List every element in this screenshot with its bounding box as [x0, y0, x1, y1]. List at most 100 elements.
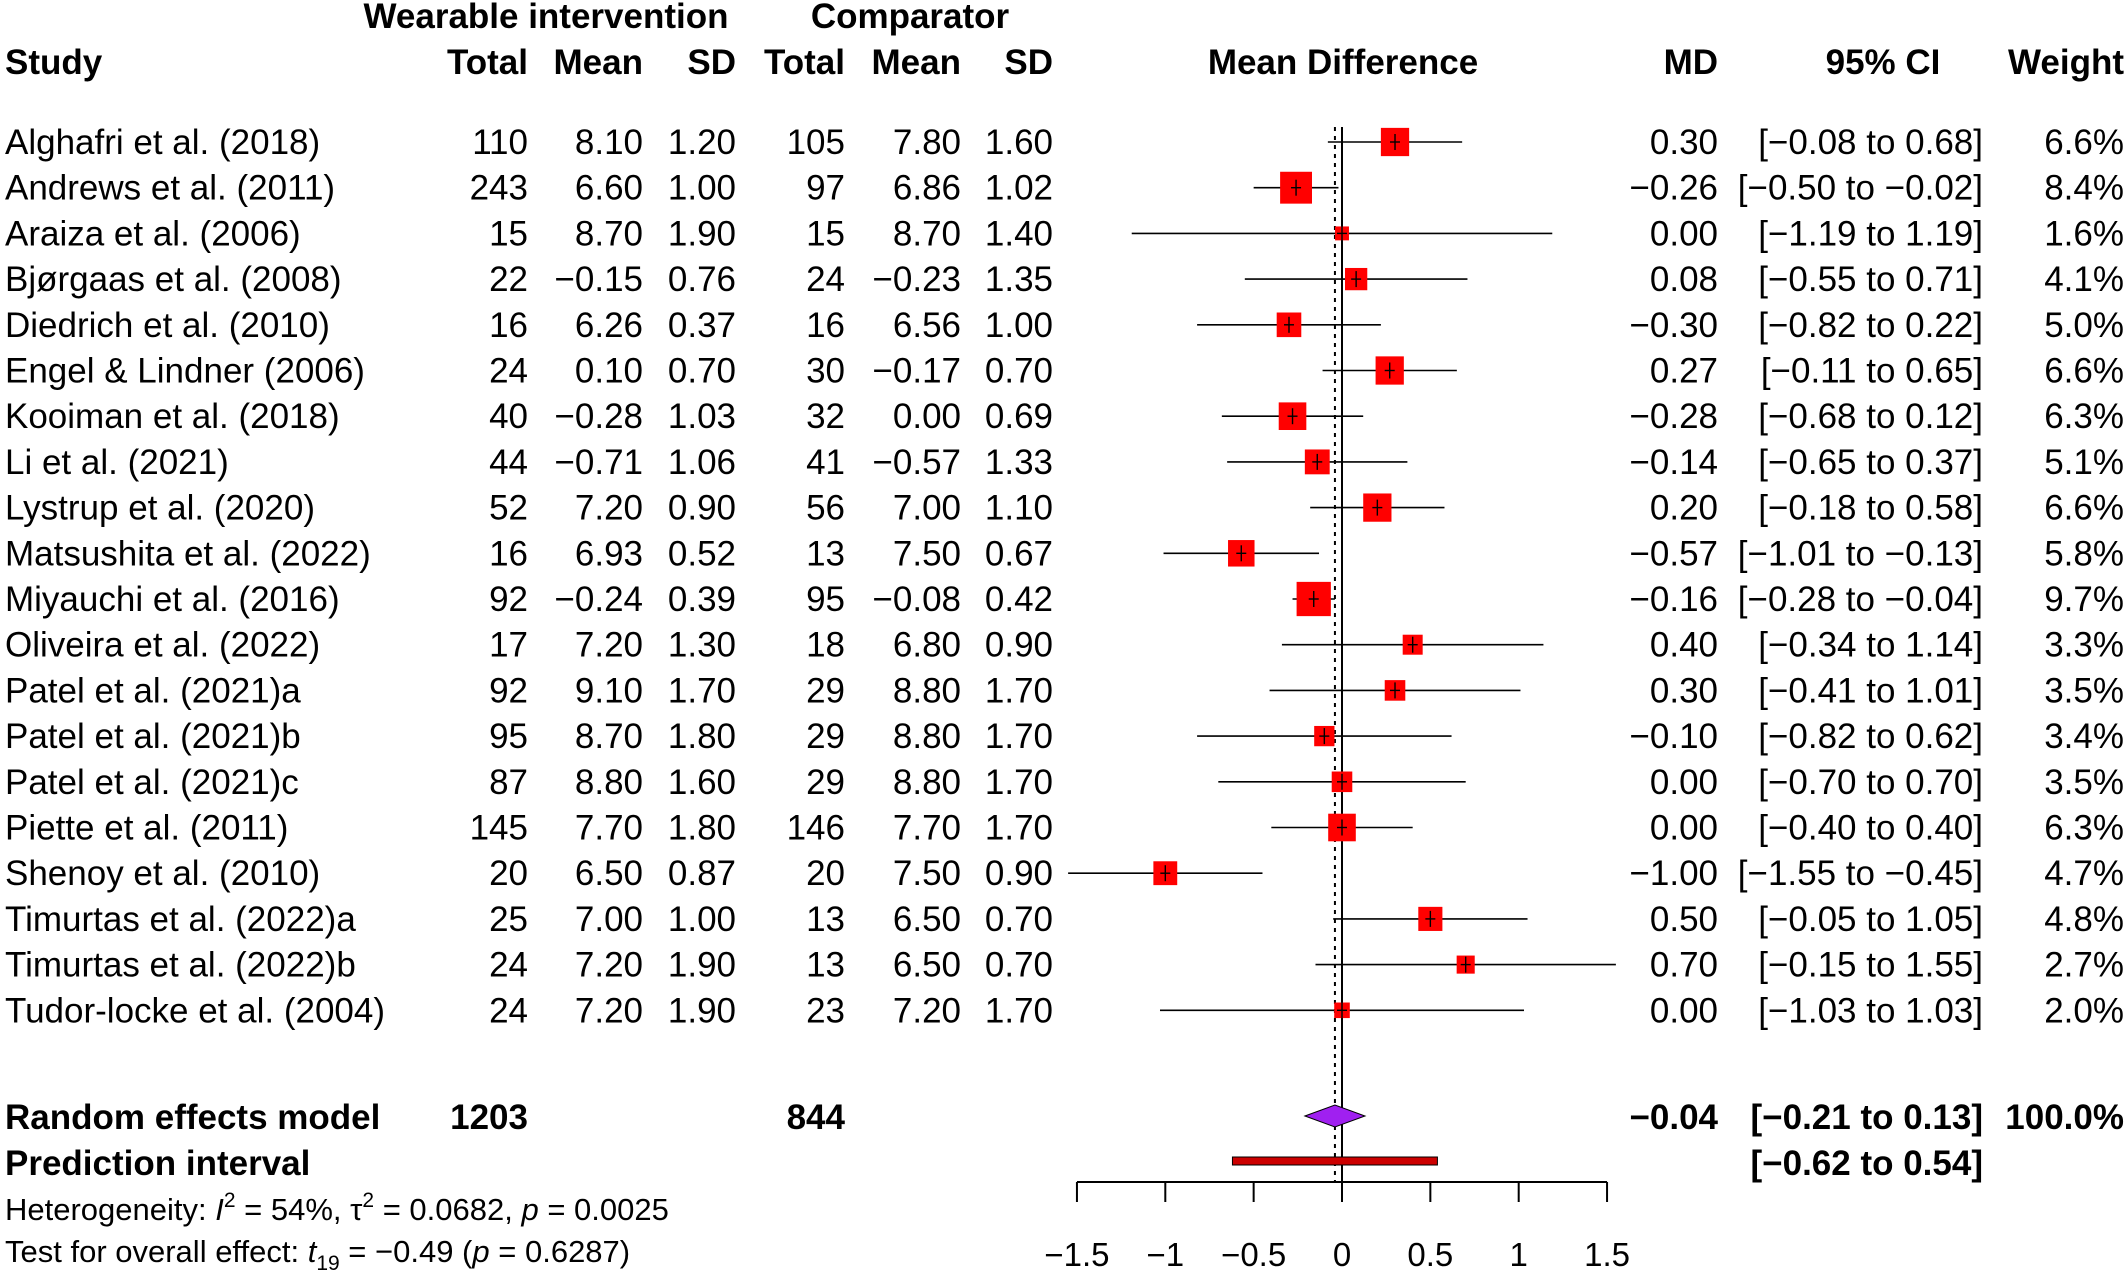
header-study: Study: [5, 43, 103, 82]
cell-e-mean: 6.93: [575, 534, 643, 573]
cell-weight-text: 3.3%: [2044, 626, 2124, 665]
cell-weight-text: 5.0%: [2044, 306, 2124, 345]
cell-e-total: 24: [489, 991, 528, 1030]
cell-ci-text: [−0.40 to 0.40]: [1758, 809, 1983, 848]
cell-study: Shenoy et al. (2010): [5, 854, 320, 893]
cell-c-mean: −0.23: [872, 260, 961, 299]
cell-c-total: 32: [806, 397, 845, 436]
cell-c-mean: −0.17: [872, 352, 961, 391]
cell-md-text: −0.16: [1629, 580, 1718, 619]
cell-ci-text: [−0.82 to 0.22]: [1758, 306, 1983, 345]
cell-weight-text: 9.7%: [2044, 580, 2124, 619]
cell-e-total: 87: [489, 763, 528, 802]
table-row: Shenoy et al. (2010) 20 6.50 0.87 20 7.50 0.90…: [5, 854, 2124, 893]
x-axis: −1.5 −1 −0.5 0 0.5 1 1.5: [1044, 1181, 1630, 1271]
summary-ci: [−0.21 to 0.13]: [1751, 1098, 1983, 1137]
table-row: Engel & Lindner (2006) 24 0.10 0.70 30 −0.17 0…: [5, 352, 2124, 391]
cell-c-sd: 0.42: [985, 580, 1053, 619]
cell-c-total: 97: [806, 169, 845, 208]
cell-c-total: 13: [806, 900, 845, 939]
cell-e-total: 16: [489, 534, 528, 573]
cell-ci-text: [−1.03 to 1.03]: [1758, 991, 1983, 1030]
header-95-ci: 95% CI: [1826, 43, 1941, 82]
cell-study: Timurtas et al. (2022)a: [5, 900, 356, 939]
cell-weight-text: 3.4%: [2044, 717, 2124, 756]
cell-c-sd: 1.35: [985, 260, 1053, 299]
prediction-row: Prediction interval [−0.62 to 0.54]: [5, 1144, 1983, 1183]
cell-e-total: 16: [489, 306, 528, 345]
cell-study: Li et al. (2021): [5, 443, 229, 482]
cell-e-mean: 8.10: [575, 123, 643, 162]
cell-c-total: 16: [806, 306, 845, 345]
cell-c-total: 13: [806, 534, 845, 573]
overall-effect-test-text: Test for overall effect: t19 = −0.49 (p …: [5, 1234, 630, 1271]
cell-c-total: 15: [806, 214, 845, 253]
cell-c-mean: 7.70: [893, 809, 961, 848]
cell-c-sd: 0.67: [985, 534, 1053, 573]
cell-c-sd: 0.90: [985, 626, 1053, 665]
cell-e-sd: 0.70: [668, 352, 736, 391]
cell-ci-text: [−0.08 to 0.68]: [1758, 123, 1983, 162]
cell-c-mean: 6.50: [893, 900, 961, 939]
cell-c-total: 95: [806, 580, 845, 619]
cell-study: Tudor-locke et al. (2004): [5, 991, 385, 1030]
cell-weight-text: 6.6%: [2044, 352, 2124, 391]
cell-c-sd: 1.60: [985, 123, 1053, 162]
study-rows: Alghafri et al. (2018) 110 8.10 1.20 105 7.80…: [5, 123, 2124, 1030]
cell-md-text: 0.70: [1650, 946, 1718, 985]
cell-c-sd: 1.70: [985, 763, 1053, 802]
table-row: Patel et al. (2021)a 92 9.10 1.70 29 8.80 1.70…: [5, 671, 2124, 710]
cell-e-mean: −0.24: [554, 580, 643, 619]
cell-c-total: 29: [806, 671, 845, 710]
cell-md-text: −0.30: [1629, 306, 1718, 345]
cell-e-total: 25: [489, 900, 528, 939]
cell-c-mean: 8.70: [893, 214, 961, 253]
cell-c-sd: 0.90: [985, 854, 1053, 893]
study-marks: [1068, 127, 1616, 1019]
prediction-interval-bar: [1231, 1156, 1438, 1166]
cell-e-mean: 9.10: [575, 671, 643, 710]
cell-md-text: −0.28: [1629, 397, 1718, 436]
cell-c-total: 146: [787, 809, 845, 848]
cell-c-mean: 0.00: [893, 397, 961, 436]
cell-c-mean: 6.86: [893, 169, 961, 208]
cell-weight-text: 5.8%: [2044, 534, 2124, 573]
cell-ci-text: [−0.28 to −0.04]: [1738, 580, 1983, 619]
cell-e-total: 92: [489, 671, 528, 710]
cell-c-mean: 6.80: [893, 626, 961, 665]
cell-e-mean: 6.60: [575, 169, 643, 208]
cell-e-sd: 0.39: [668, 580, 736, 619]
cell-ci-text: [−0.55 to 0.71]: [1758, 260, 1983, 299]
prediction-label: Prediction interval: [5, 1144, 310, 1183]
cell-e-sd: 1.90: [668, 214, 736, 253]
cell-md-text: 0.00: [1650, 809, 1718, 848]
cell-ci-text: [−1.01 to −0.13]: [1738, 534, 1983, 573]
cell-e-sd: 1.03: [668, 397, 736, 436]
header-weight: Weight: [2008, 43, 2124, 82]
cell-e-sd: 0.37: [668, 306, 736, 345]
table-row: Kooiman et al. (2018) 40 −0.28 1.03 32 0.00 0.…: [5, 397, 2124, 436]
summary-c-total: 844: [787, 1098, 846, 1137]
cell-e-total: 24: [489, 946, 528, 985]
summary-row: Random effects model 1203 844 −0.04 [−0.…: [5, 1098, 2124, 1137]
cell-c-sd: 1.70: [985, 809, 1053, 848]
cell-c-mean: 8.80: [893, 671, 961, 710]
cell-e-mean: 7.20: [575, 626, 643, 665]
cell-e-sd: 1.80: [668, 717, 736, 756]
table-row: Andrews et al. (2011) 243 6.60 1.00 97 6.86 1.…: [5, 169, 2124, 208]
cell-c-mean: 6.56: [893, 306, 961, 345]
cell-weight-text: 1.6%: [2044, 214, 2124, 253]
summary-e-total: 1203: [450, 1098, 528, 1137]
cell-c-mean: −0.08: [872, 580, 961, 619]
cell-e-sd: 0.90: [668, 489, 736, 528]
cell-e-mean: −0.71: [554, 443, 643, 482]
cell-c-total: 24: [806, 260, 845, 299]
cell-c-total: 29: [806, 763, 845, 802]
cell-e-total: 52: [489, 489, 528, 528]
cell-e-mean: 7.20: [575, 489, 643, 528]
cell-study: Miyauchi et al. (2016): [5, 580, 340, 619]
cell-study: Oliveira et al. (2022): [5, 626, 320, 665]
cell-c-sd: 1.00: [985, 306, 1053, 345]
cell-ci-text: [−0.18 to 0.58]: [1758, 489, 1983, 528]
